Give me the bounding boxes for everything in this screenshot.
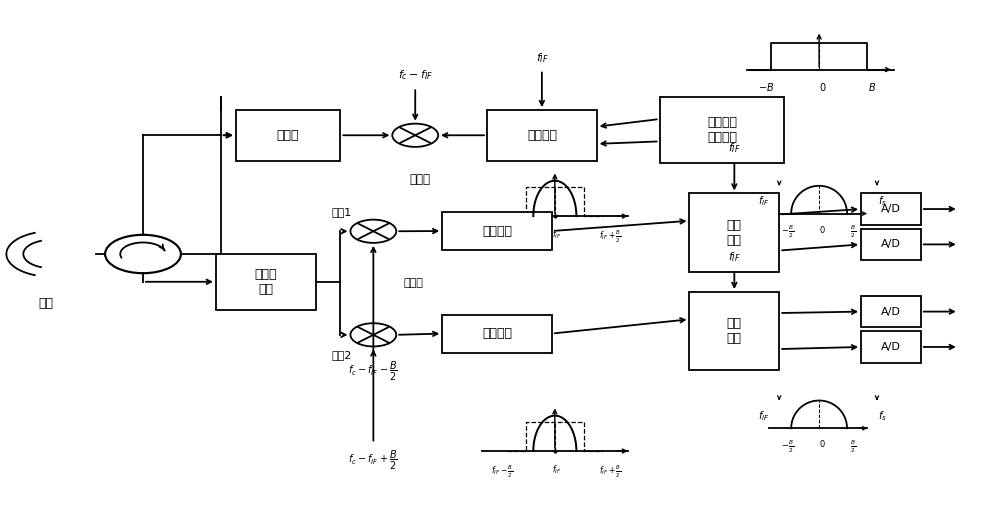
Text: 正交调制: 正交调制 <box>527 129 557 142</box>
Text: 正交
解调: 正交 解调 <box>727 218 742 246</box>
Text: $f_{IF}-\frac{B}{2}$: $f_{IF}-\frac{B}{2}$ <box>491 464 513 480</box>
Text: $-B$: $-B$ <box>758 81 774 92</box>
Text: $f_{IF}-\frac{B}{2}$: $f_{IF}-\frac{B}{2}$ <box>491 229 513 245</box>
Text: A/D: A/D <box>881 342 901 352</box>
Text: A/D: A/D <box>881 307 901 316</box>
FancyBboxPatch shape <box>689 194 779 272</box>
FancyBboxPatch shape <box>216 254 316 309</box>
Text: 线性调频
信号产生: 线性调频 信号产生 <box>707 116 737 144</box>
Text: $f_c-f_{IF}-\dfrac{B}{2}$: $f_c-f_{IF}-\dfrac{B}{2}$ <box>348 360 398 383</box>
Text: $f_{IF}+\frac{B}{2}$: $f_{IF}+\frac{B}{2}$ <box>599 464 622 480</box>
Text: $f_{IF}$: $f_{IF}$ <box>728 250 741 264</box>
Text: $0$: $0$ <box>819 81 827 92</box>
Text: 上变频: 上变频 <box>410 173 431 186</box>
Text: 下变频: 下变频 <box>403 278 423 288</box>
FancyBboxPatch shape <box>487 110 597 161</box>
Text: 带通滤波: 带通滤波 <box>482 225 512 238</box>
FancyBboxPatch shape <box>861 194 921 225</box>
Text: 通道2: 通道2 <box>331 350 352 360</box>
Text: 带通滤波: 带通滤波 <box>482 327 512 340</box>
Text: $-\frac{B}{2}$: $-\frac{B}{2}$ <box>781 438 794 455</box>
Text: 天线: 天线 <box>39 297 54 310</box>
Text: A/D: A/D <box>881 239 901 249</box>
Text: 正交
解调: 正交 解调 <box>727 317 742 345</box>
FancyBboxPatch shape <box>442 314 552 353</box>
Text: $f_{IF}$: $f_{IF}$ <box>536 51 548 65</box>
Text: A/D: A/D <box>881 204 901 214</box>
Text: $\frac{B}{2}$: $\frac{B}{2}$ <box>850 438 856 455</box>
Text: 低噪声
放大: 低噪声 放大 <box>254 268 277 296</box>
Text: $B$: $B$ <box>868 81 876 92</box>
FancyBboxPatch shape <box>236 110 340 161</box>
FancyBboxPatch shape <box>442 212 552 250</box>
Text: $f_s$: $f_s$ <box>878 194 886 208</box>
Text: $0$: $0$ <box>819 224 825 235</box>
Text: 发射机: 发射机 <box>277 129 299 142</box>
Text: $f_c-f_{IF}+\dfrac{B}{2}$: $f_c-f_{IF}+\dfrac{B}{2}$ <box>348 449 398 471</box>
Text: $f_{IF}$: $f_{IF}$ <box>552 464 562 476</box>
Text: $f_{IF}$: $f_{IF}$ <box>758 194 769 208</box>
FancyBboxPatch shape <box>660 98 784 163</box>
Text: $f_s$: $f_s$ <box>878 409 886 423</box>
Text: $-\frac{B}{2}$: $-\frac{B}{2}$ <box>781 224 794 240</box>
FancyBboxPatch shape <box>861 331 921 363</box>
Text: $f_{IF}$: $f_{IF}$ <box>552 229 562 241</box>
Text: $\frac{B}{2}$: $\frac{B}{2}$ <box>850 224 856 240</box>
Text: $f_c-f_{IF}$: $f_c-f_{IF}$ <box>398 69 433 82</box>
FancyBboxPatch shape <box>861 296 921 327</box>
Text: $f_{IF}$: $f_{IF}$ <box>758 409 769 423</box>
Text: $f_{IF}$: $f_{IF}$ <box>728 142 741 155</box>
FancyBboxPatch shape <box>689 292 779 370</box>
Text: 通道1: 通道1 <box>331 207 352 217</box>
Text: $0$: $0$ <box>819 438 825 450</box>
Text: $f_{IF}+\frac{B}{2}$: $f_{IF}+\frac{B}{2}$ <box>599 229 622 245</box>
FancyBboxPatch shape <box>861 229 921 260</box>
